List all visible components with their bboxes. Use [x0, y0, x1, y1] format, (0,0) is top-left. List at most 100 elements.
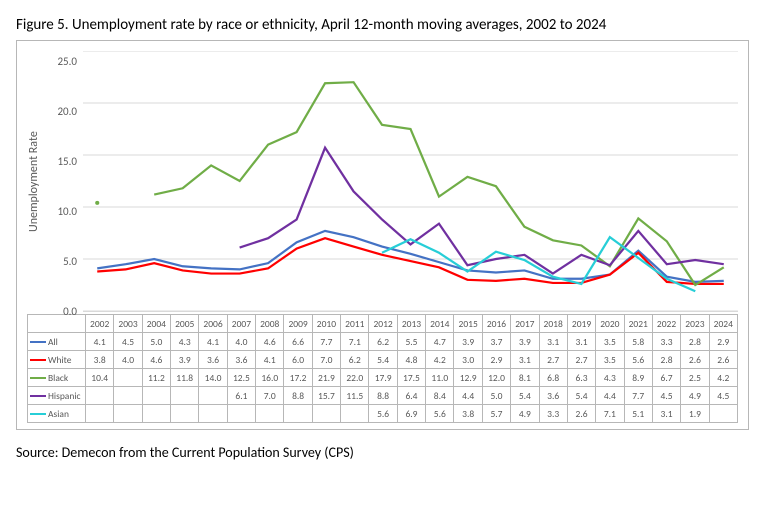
data-cell [199, 387, 227, 405]
data-cell: 8.4 [426, 387, 454, 405]
data-cell: 5.4 [511, 387, 539, 405]
data-cell: 4.5 [652, 387, 680, 405]
data-cell: 7.0 [256, 387, 284, 405]
year-header: 2024 [709, 315, 737, 333]
data-cell: 4.3 [171, 333, 199, 351]
data-cell: 2.6 [709, 351, 737, 369]
legend-swatch-icon [30, 341, 46, 343]
legend-label: All [48, 336, 58, 348]
data-cell: 17.5 [397, 369, 425, 387]
data-cell: 4.7 [426, 333, 454, 351]
data-cell: 10.4 [86, 369, 114, 387]
data-cell: 12.9 [454, 369, 482, 387]
data-cell: 3.6 [227, 351, 255, 369]
data-cell [227, 405, 255, 423]
data-cell: 3.1 [652, 405, 680, 423]
data-cell: 11.8 [171, 369, 199, 387]
data-cell: 4.0 [227, 333, 255, 351]
data-cell: 2.6 [681, 351, 709, 369]
data-cell [114, 387, 142, 405]
table-row: Asian5.66.95.63.85.74.93.32.67.15.13.11.… [28, 405, 738, 423]
data-cell [86, 405, 114, 423]
data-cell: 2.7 [567, 351, 595, 369]
data-cell: 12.5 [227, 369, 255, 387]
data-cell: 7.1 [341, 333, 369, 351]
data-cell: 4.9 [511, 405, 539, 423]
data-cell: 3.5 [596, 333, 624, 351]
data-cell: 7.7 [312, 333, 340, 351]
data-cell: 7.7 [624, 387, 652, 405]
legend-cell-black: Black [28, 369, 86, 387]
table-row: White3.84.04.63.93.63.64.16.07.06.25.44.… [28, 351, 738, 369]
figure-title: Figure 5. Unemployment rate by race or e… [16, 16, 749, 34]
data-cell: 6.9 [397, 405, 425, 423]
data-cell: 15.7 [312, 387, 340, 405]
legend-cell-white: White [28, 351, 86, 369]
data-cell: 3.1 [511, 351, 539, 369]
legend-label: Asian [48, 408, 69, 420]
data-cell [256, 405, 284, 423]
chart-svg [83, 51, 738, 311]
data-cell: 4.5 [709, 387, 737, 405]
data-cell: 2.8 [681, 333, 709, 351]
y-tick: 0.0 [45, 306, 77, 317]
data-cell [114, 405, 142, 423]
data-table: 2002200320042005200620072008200920102011… [27, 314, 738, 423]
data-cell: 3.5 [596, 351, 624, 369]
data-cell: 5.0 [482, 387, 510, 405]
data-cell: 2.9 [709, 333, 737, 351]
data-cell: 3.9 [171, 351, 199, 369]
legend-swatch-icon [30, 395, 46, 397]
data-cell: 6.6 [284, 333, 312, 351]
data-cell: 6.3 [567, 369, 595, 387]
year-header: 2017 [511, 315, 539, 333]
legend-label: White [48, 354, 71, 366]
data-cell: 8.8 [284, 387, 312, 405]
year-header: 2018 [539, 315, 567, 333]
y-tick: 20.0 [45, 106, 77, 117]
year-header: 2002 [86, 315, 114, 333]
data-cell: 22.0 [341, 369, 369, 387]
data-cell: 6.0 [284, 351, 312, 369]
data-cell: 3.8 [86, 351, 114, 369]
data-cell: 3.6 [199, 351, 227, 369]
data-cell: 5.7 [482, 405, 510, 423]
series-black [154, 82, 724, 285]
year-header: 2023 [681, 315, 709, 333]
data-cell: 5.6 [369, 405, 397, 423]
data-cell: 6.1 [227, 387, 255, 405]
data-cell [171, 387, 199, 405]
data-cell: 8.9 [624, 369, 652, 387]
data-cell: 5.0 [142, 333, 170, 351]
year-header: 2016 [482, 315, 510, 333]
year-header: 2013 [397, 315, 425, 333]
data-cell: 4.6 [142, 351, 170, 369]
data-cell: 4.9 [681, 387, 709, 405]
data-cell: 4.1 [86, 333, 114, 351]
data-cell: 3.6 [539, 387, 567, 405]
year-header: 2012 [369, 315, 397, 333]
data-cell: 5.6 [624, 351, 652, 369]
data-cell [86, 387, 114, 405]
data-cell: 14.0 [199, 369, 227, 387]
y-axis-ticks: 25.020.015.010.05.00.0 [45, 51, 83, 312]
data-cell: 2.7 [539, 351, 567, 369]
data-cell [142, 405, 170, 423]
legend-cell-asian: Asian [28, 405, 86, 423]
year-header: 2014 [426, 315, 454, 333]
table-header-row: 2002200320042005200620072008200920102011… [28, 315, 738, 333]
legend-swatch-icon [30, 359, 46, 361]
table-row: Black10.411.211.814.012.516.017.221.922.… [28, 369, 738, 387]
data-cell: 4.4 [596, 387, 624, 405]
data-cell [312, 405, 340, 423]
data-cell: 12.0 [482, 369, 510, 387]
year-header: 2009 [284, 315, 312, 333]
data-cell: 3.1 [567, 333, 595, 351]
series-hispanic [240, 148, 724, 274]
year-header: 2015 [454, 315, 482, 333]
data-cell [199, 405, 227, 423]
data-cell: 4.5 [114, 333, 142, 351]
data-cell: 4.4 [454, 387, 482, 405]
data-cell [142, 387, 170, 405]
year-header: 2022 [652, 315, 680, 333]
